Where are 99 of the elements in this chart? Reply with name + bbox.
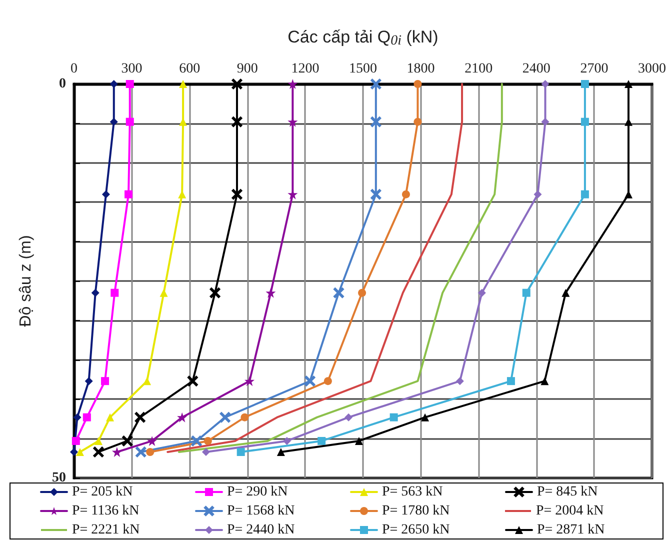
point bbox=[84, 377, 93, 386]
x-tick-label: 2400 bbox=[522, 62, 550, 76]
x-tick-label: 600 bbox=[179, 62, 200, 76]
point bbox=[370, 78, 382, 90]
line-series bbox=[166, 83, 464, 453]
legend-label: P= 205 kN bbox=[72, 484, 133, 500]
point bbox=[276, 448, 285, 456]
point bbox=[101, 377, 110, 386]
legend-label: P= 2650 kN bbox=[382, 522, 450, 538]
point bbox=[421, 413, 430, 422]
point bbox=[147, 436, 158, 446]
point bbox=[333, 288, 344, 298]
point bbox=[202, 448, 210, 456]
point bbox=[122, 436, 133, 446]
point bbox=[143, 377, 152, 386]
point bbox=[204, 436, 212, 445]
point bbox=[72, 436, 80, 445]
point bbox=[91, 288, 100, 297]
point bbox=[177, 412, 188, 422]
x-tick-label: 1500 bbox=[349, 62, 377, 76]
x-tick-label: 1800 bbox=[406, 62, 435, 76]
point bbox=[146, 448, 154, 456]
point bbox=[266, 288, 276, 298]
x-tick-label: 2700 bbox=[580, 62, 608, 76]
point bbox=[282, 436, 291, 445]
point bbox=[160, 288, 168, 297]
point bbox=[540, 377, 549, 386]
point bbox=[522, 288, 530, 297]
point bbox=[414, 80, 422, 88]
point bbox=[112, 446, 122, 457]
point bbox=[232, 116, 242, 128]
point bbox=[110, 80, 118, 88]
legend-label: P= 2004 kN bbox=[536, 504, 604, 518]
point bbox=[562, 288, 570, 297]
point bbox=[456, 377, 464, 386]
point bbox=[370, 116, 382, 128]
point bbox=[191, 436, 202, 446]
legend-label: P= 563 kN bbox=[382, 484, 443, 500]
point bbox=[124, 190, 133, 198]
point bbox=[534, 190, 542, 198]
x-tick-label: 900 bbox=[236, 62, 258, 76]
point bbox=[288, 79, 298, 89]
point bbox=[304, 376, 316, 386]
legend-label: P= 2440 kN bbox=[227, 522, 295, 538]
point bbox=[220, 412, 230, 423]
point bbox=[370, 189, 382, 200]
x-tick-label: 2100 bbox=[464, 62, 493, 76]
point bbox=[324, 377, 332, 386]
y-axis-title: Độ sâu z (m) bbox=[18, 235, 34, 327]
point bbox=[94, 436, 102, 445]
x-tick-label: 0 bbox=[70, 62, 78, 76]
point bbox=[580, 118, 589, 126]
point bbox=[390, 413, 398, 422]
legend-label: P= 1568 kN bbox=[227, 504, 295, 518]
point bbox=[414, 118, 422, 126]
point bbox=[541, 80, 550, 88]
point bbox=[136, 446, 146, 458]
point bbox=[82, 413, 91, 422]
point bbox=[73, 413, 82, 422]
point bbox=[354, 436, 363, 445]
point bbox=[126, 80, 134, 88]
legend-label: P= 1136 kN bbox=[72, 504, 140, 518]
point bbox=[344, 413, 353, 422]
point bbox=[126, 118, 134, 126]
legend-label: P= 2221 kN bbox=[72, 522, 140, 538]
point bbox=[580, 190, 589, 198]
legend-label: P= 845 kN bbox=[537, 484, 598, 500]
point bbox=[232, 189, 242, 200]
point bbox=[110, 288, 119, 297]
point bbox=[358, 288, 366, 297]
legend-label: P= 2871 kN bbox=[537, 522, 605, 538]
point bbox=[70, 448, 78, 456]
point bbox=[110, 118, 118, 126]
point bbox=[187, 376, 198, 386]
point bbox=[76, 448, 84, 456]
point bbox=[244, 376, 255, 386]
x-tick-label: 300 bbox=[121, 62, 142, 76]
point bbox=[179, 80, 188, 88]
y-tick-label: 50 bbox=[52, 470, 66, 486]
point bbox=[478, 288, 486, 297]
point bbox=[93, 446, 104, 458]
point bbox=[580, 80, 589, 88]
point bbox=[402, 190, 410, 198]
point bbox=[232, 78, 242, 90]
point bbox=[102, 190, 110, 198]
point bbox=[541, 118, 550, 126]
point bbox=[210, 288, 220, 298]
legend-label: P= 290 kN bbox=[227, 484, 288, 500]
x-tick-label: 3000 bbox=[638, 62, 666, 76]
point bbox=[506, 377, 515, 386]
point bbox=[240, 413, 249, 422]
point bbox=[236, 448, 245, 456]
line-series bbox=[178, 83, 503, 453]
point bbox=[624, 80, 632, 88]
legend-label: P= 1780 kN bbox=[382, 504, 450, 518]
point bbox=[318, 436, 326, 445]
point bbox=[106, 413, 114, 422]
x-tick-label: 1200 bbox=[291, 62, 320, 76]
point bbox=[134, 412, 146, 423]
